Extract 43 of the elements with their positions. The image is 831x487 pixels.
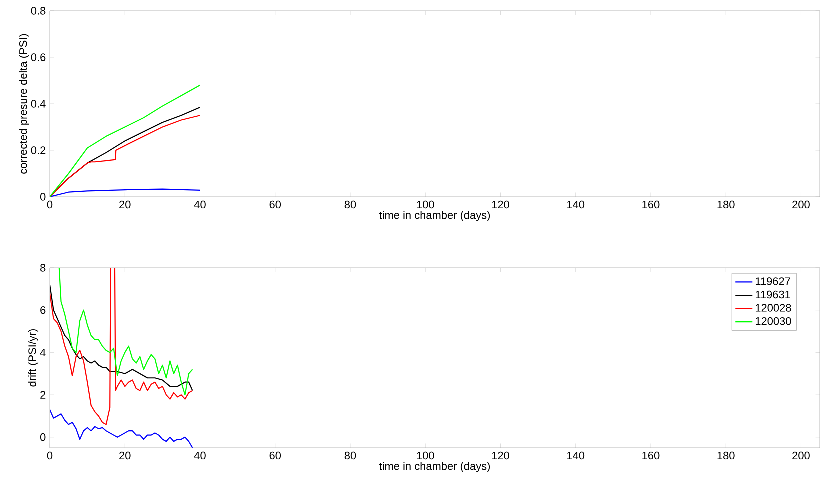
legend-label: 119631 [756, 290, 790, 299]
x-tick-label: 160 [642, 200, 660, 209]
x-tick-label: 80 [344, 200, 356, 209]
x-tick-label: 160 [642, 452, 660, 460]
x-tick-label: 120 [492, 452, 510, 460]
x-tick-label: 20 [120, 200, 131, 209]
x-tick-label: 200 [792, 452, 810, 460]
y-tick-label: 0.4 [31, 100, 46, 108]
y-tick-label: 6 [40, 306, 46, 314]
line-series [58, 268, 194, 396]
y-tick-label: 0.2 [31, 146, 46, 154]
y-tick-label: 0 [40, 434, 46, 442]
x-tick-label: 0 [47, 452, 53, 460]
x-tick-label: 100 [417, 200, 434, 209]
legend-label: 120028 [756, 304, 792, 312]
x-tick-label: 80 [344, 452, 356, 460]
x-tick-label: 200 [792, 200, 810, 209]
legend-label: 120030 [756, 317, 792, 326]
line-series [50, 409, 194, 448]
y-tick-label: 4 [40, 348, 46, 356]
x-tick-label: 0 [47, 200, 53, 209]
x-tick-label: 40 [194, 200, 206, 209]
x-axis-title: time in chamber (days) [379, 462, 490, 472]
x-tick-label: 140 [568, 452, 585, 460]
y-axis-title: corrected presure delta (PSI) [19, 34, 30, 174]
y-tick-label: 8 [40, 264, 46, 272]
legend-label: 119627 [756, 278, 790, 286]
x-tick-label: 60 [270, 452, 282, 460]
x-tick-label: 40 [194, 452, 206, 460]
line-series [50, 188, 201, 197]
y-axis-title: drift (PSI/yr) [28, 329, 39, 387]
x-axis-title: time in chamber (days) [379, 211, 490, 222]
x-tick-label: 100 [417, 452, 434, 460]
x-tick-label: 180 [718, 452, 735, 460]
y-tick-label: 2 [40, 391, 46, 399]
y-tick-label: 0.6 [31, 54, 46, 62]
x-tick-label: 120 [492, 200, 510, 209]
y-tick-label: 0 [40, 193, 46, 201]
x-tick-label: 140 [568, 200, 585, 209]
x-tick-label: 60 [270, 200, 282, 209]
x-tick-label: 180 [718, 200, 735, 209]
y-tick-label: 0.8 [31, 7, 46, 15]
x-tick-label: 20 [120, 452, 131, 460]
